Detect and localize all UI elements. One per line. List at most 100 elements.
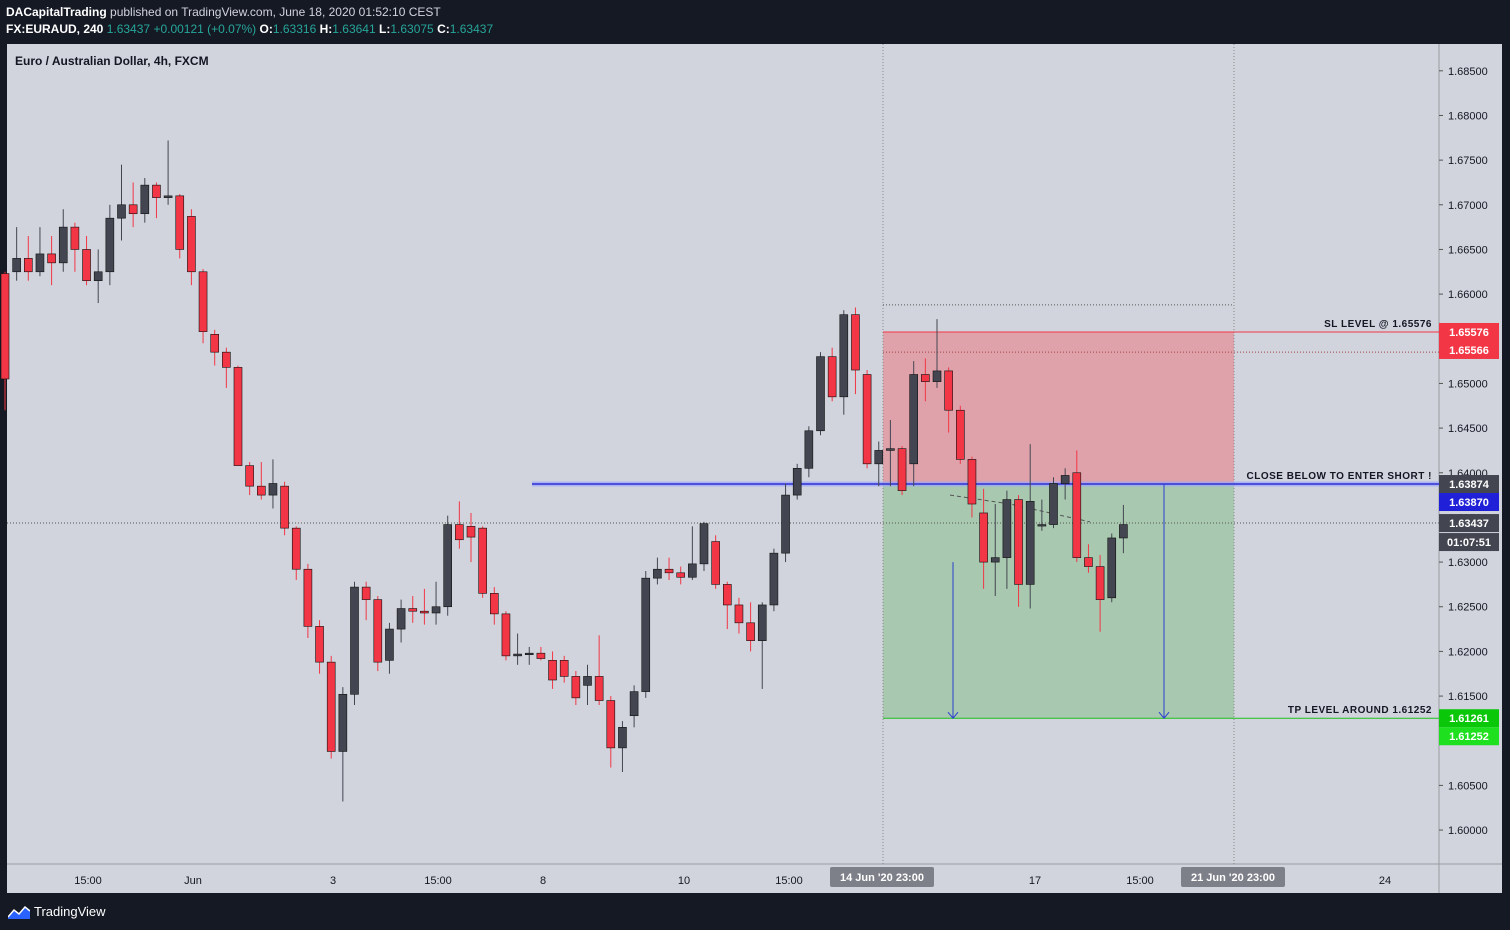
candle[interactable] bbox=[618, 721, 627, 772]
candle[interactable] bbox=[781, 483, 790, 563]
candle[interactable] bbox=[1049, 477, 1058, 529]
candle[interactable] bbox=[326, 655, 336, 759]
candle[interactable] bbox=[536, 646, 546, 661]
publisher-name[interactable]: DACapitalTrading bbox=[6, 5, 107, 19]
candle[interactable] bbox=[513, 633, 522, 665]
candle[interactable] bbox=[420, 588, 429, 625]
candle[interactable] bbox=[886, 420, 895, 487]
candle[interactable] bbox=[722, 581, 732, 630]
candle[interactable] bbox=[58, 209, 68, 272]
candle[interactable] bbox=[653, 557, 662, 585]
candle[interactable] bbox=[1014, 495, 1023, 607]
candle[interactable] bbox=[897, 445, 907, 496]
candle[interactable] bbox=[117, 164, 126, 241]
candle[interactable] bbox=[175, 194, 185, 259]
candle[interactable] bbox=[443, 515, 453, 616]
candle[interactable] bbox=[1107, 533, 1117, 603]
price-axis[interactable] bbox=[1439, 44, 1502, 893]
candle[interactable] bbox=[152, 182, 161, 219]
candle[interactable] bbox=[746, 602, 755, 652]
candle[interactable] bbox=[524, 646, 534, 665]
candle[interactable] bbox=[268, 459, 278, 509]
candle[interactable] bbox=[1025, 444, 1035, 609]
candle[interactable] bbox=[1060, 468, 1070, 500]
candle[interactable] bbox=[222, 347, 231, 388]
candle[interactable] bbox=[606, 696, 616, 768]
candle[interactable] bbox=[769, 548, 779, 612]
candle[interactable] bbox=[373, 596, 383, 672]
candle[interactable] bbox=[315, 620, 324, 674]
candle[interactable] bbox=[827, 347, 837, 402]
candle[interactable] bbox=[734, 597, 744, 634]
candle[interactable] bbox=[1119, 504, 1128, 554]
candle[interactable] bbox=[396, 599, 406, 643]
candle[interactable] bbox=[967, 456, 977, 518]
candle[interactable] bbox=[466, 512, 476, 563]
candle[interactable] bbox=[233, 365, 243, 466]
candle[interactable] bbox=[990, 504, 1000, 597]
candle[interactable] bbox=[93, 249, 103, 304]
candle[interactable] bbox=[874, 441, 884, 487]
candle[interactable] bbox=[350, 581, 359, 706]
candle[interactable] bbox=[851, 307, 860, 395]
candle[interactable] bbox=[478, 526, 487, 598]
candle[interactable] bbox=[944, 367, 953, 433]
candle[interactable] bbox=[0, 271, 10, 411]
candle[interactable] bbox=[408, 596, 418, 623]
candle[interactable] bbox=[1095, 554, 1105, 632]
stop-loss-zone[interactable] bbox=[883, 331, 1234, 485]
candle[interactable] bbox=[932, 319, 942, 388]
candle[interactable] bbox=[664, 557, 674, 580]
candle[interactable] bbox=[385, 622, 394, 674]
candle[interactable] bbox=[1037, 499, 1047, 531]
candle[interactable] bbox=[105, 204, 115, 286]
candle[interactable] bbox=[862, 370, 872, 469]
tradingview-logo[interactable]: TradingView bbox=[8, 904, 106, 919]
candle[interactable] bbox=[921, 358, 930, 402]
candle[interactable] bbox=[1002, 490, 1012, 589]
candle[interactable] bbox=[455, 501, 464, 549]
candle[interactable] bbox=[1084, 544, 1093, 573]
candle[interactable] bbox=[629, 685, 639, 728]
candle[interactable] bbox=[979, 488, 988, 589]
candle[interactable] bbox=[361, 581, 371, 621]
candle[interactable] bbox=[198, 269, 208, 344]
candle[interactable] bbox=[1072, 450, 1082, 563]
candle[interactable] bbox=[676, 566, 686, 585]
candle[interactable] bbox=[583, 664, 592, 706]
level-lines[interactable]: SL LEVEL @ 1.65576 CLOSE BELOW TO ENTER S… bbox=[532, 319, 1439, 720]
candle[interactable] bbox=[256, 462, 266, 500]
candle[interactable] bbox=[792, 463, 802, 500]
candle[interactable] bbox=[12, 227, 21, 281]
candle[interactable] bbox=[163, 140, 173, 205]
candle[interactable] bbox=[35, 227, 45, 277]
candle[interactable] bbox=[82, 236, 91, 286]
candle[interactable] bbox=[187, 209, 196, 286]
candle[interactable] bbox=[140, 177, 150, 223]
candle[interactable] bbox=[291, 526, 301, 580]
candle[interactable] bbox=[909, 361, 919, 487]
candle[interactable] bbox=[489, 587, 499, 625]
candle[interactable] bbox=[501, 611, 511, 661]
candle[interactable] bbox=[688, 526, 697, 580]
symbol-label[interactable]: FX:EURAUD, 240 bbox=[6, 22, 104, 36]
candle[interactable] bbox=[559, 655, 569, 683]
candle[interactable] bbox=[699, 521, 709, 572]
candle[interactable] bbox=[804, 426, 814, 478]
candle[interactable] bbox=[303, 563, 313, 639]
candle[interactable] bbox=[280, 481, 289, 536]
candle[interactable] bbox=[711, 535, 720, 589]
candle[interactable] bbox=[210, 329, 219, 366]
candle[interactable] bbox=[338, 687, 348, 802]
candle[interactable] bbox=[839, 310, 849, 415]
candle[interactable] bbox=[548, 651, 557, 689]
candlestick-series[interactable] bbox=[0, 140, 1128, 802]
candle[interactable] bbox=[23, 236, 33, 281]
candle[interactable] bbox=[431, 581, 441, 625]
candle[interactable] bbox=[955, 405, 965, 464]
candle[interactable] bbox=[641, 571, 651, 698]
candle[interactable] bbox=[571, 671, 581, 706]
candle[interactable] bbox=[757, 602, 767, 689]
candle[interactable] bbox=[816, 352, 825, 436]
price-chart[interactable]: SL LEVEL @ 1.65576 CLOSE BELOW TO ENTER S… bbox=[0, 0, 1510, 893]
